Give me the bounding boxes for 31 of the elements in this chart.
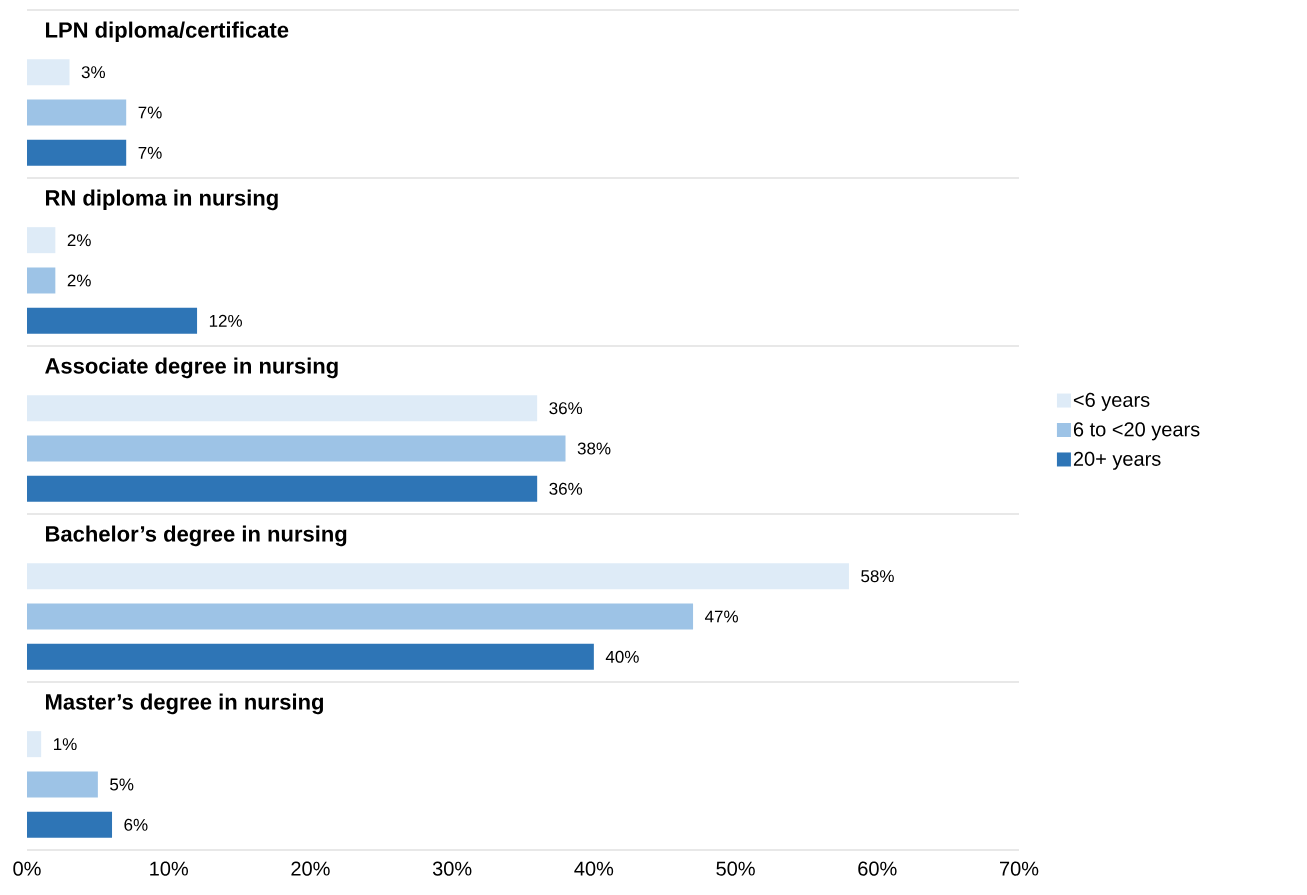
x-tick-label: 10% bbox=[150, 861, 188, 876]
y-tick-label: Master’s degree in nursing bbox=[46, 693, 324, 715]
x-tick-label: 50% bbox=[716, 861, 755, 876]
data-label: 7% bbox=[138, 106, 162, 119]
y-tick-label: LPN diploma/certificate bbox=[46, 21, 289, 43]
x-tick-label: 70% bbox=[1000, 861, 1039, 876]
legend-label: <6 years bbox=[1073, 392, 1150, 411]
y-tick-label: Associate degree in nursing bbox=[45, 357, 338, 379]
data-label: 40% bbox=[605, 650, 639, 663]
data-label: 47% bbox=[704, 610, 738, 623]
data-label: 36% bbox=[549, 482, 583, 495]
data-label: 38% bbox=[577, 442, 611, 455]
legend-label: 20+ years bbox=[1073, 451, 1161, 470]
data-label: 2% bbox=[67, 274, 91, 287]
data-label: 36% bbox=[549, 402, 583, 415]
x-tick-label: 60% bbox=[858, 861, 897, 876]
x-tick-label: 30% bbox=[432, 861, 472, 876]
legend-label: 6 to <20 years bbox=[1073, 422, 1200, 441]
data-label: 2% bbox=[67, 234, 91, 247]
data-label: 7% bbox=[138, 146, 162, 159]
data-label: 58% bbox=[861, 570, 894, 583]
data-label: 1% bbox=[54, 738, 77, 751]
data-label: 5% bbox=[110, 778, 134, 791]
y-tick-label: RN diploma in nursing bbox=[46, 189, 278, 211]
data-label: 12% bbox=[209, 314, 242, 327]
x-tick-label: 0% bbox=[13, 861, 41, 876]
y-tick-label: Bachelor’s degree in nursing bbox=[46, 525, 347, 547]
x-tick-label: 20% bbox=[291, 861, 330, 876]
data-label: 6% bbox=[124, 818, 148, 831]
data-label: 3% bbox=[81, 66, 106, 79]
x-tick-label: 40% bbox=[574, 861, 614, 876]
